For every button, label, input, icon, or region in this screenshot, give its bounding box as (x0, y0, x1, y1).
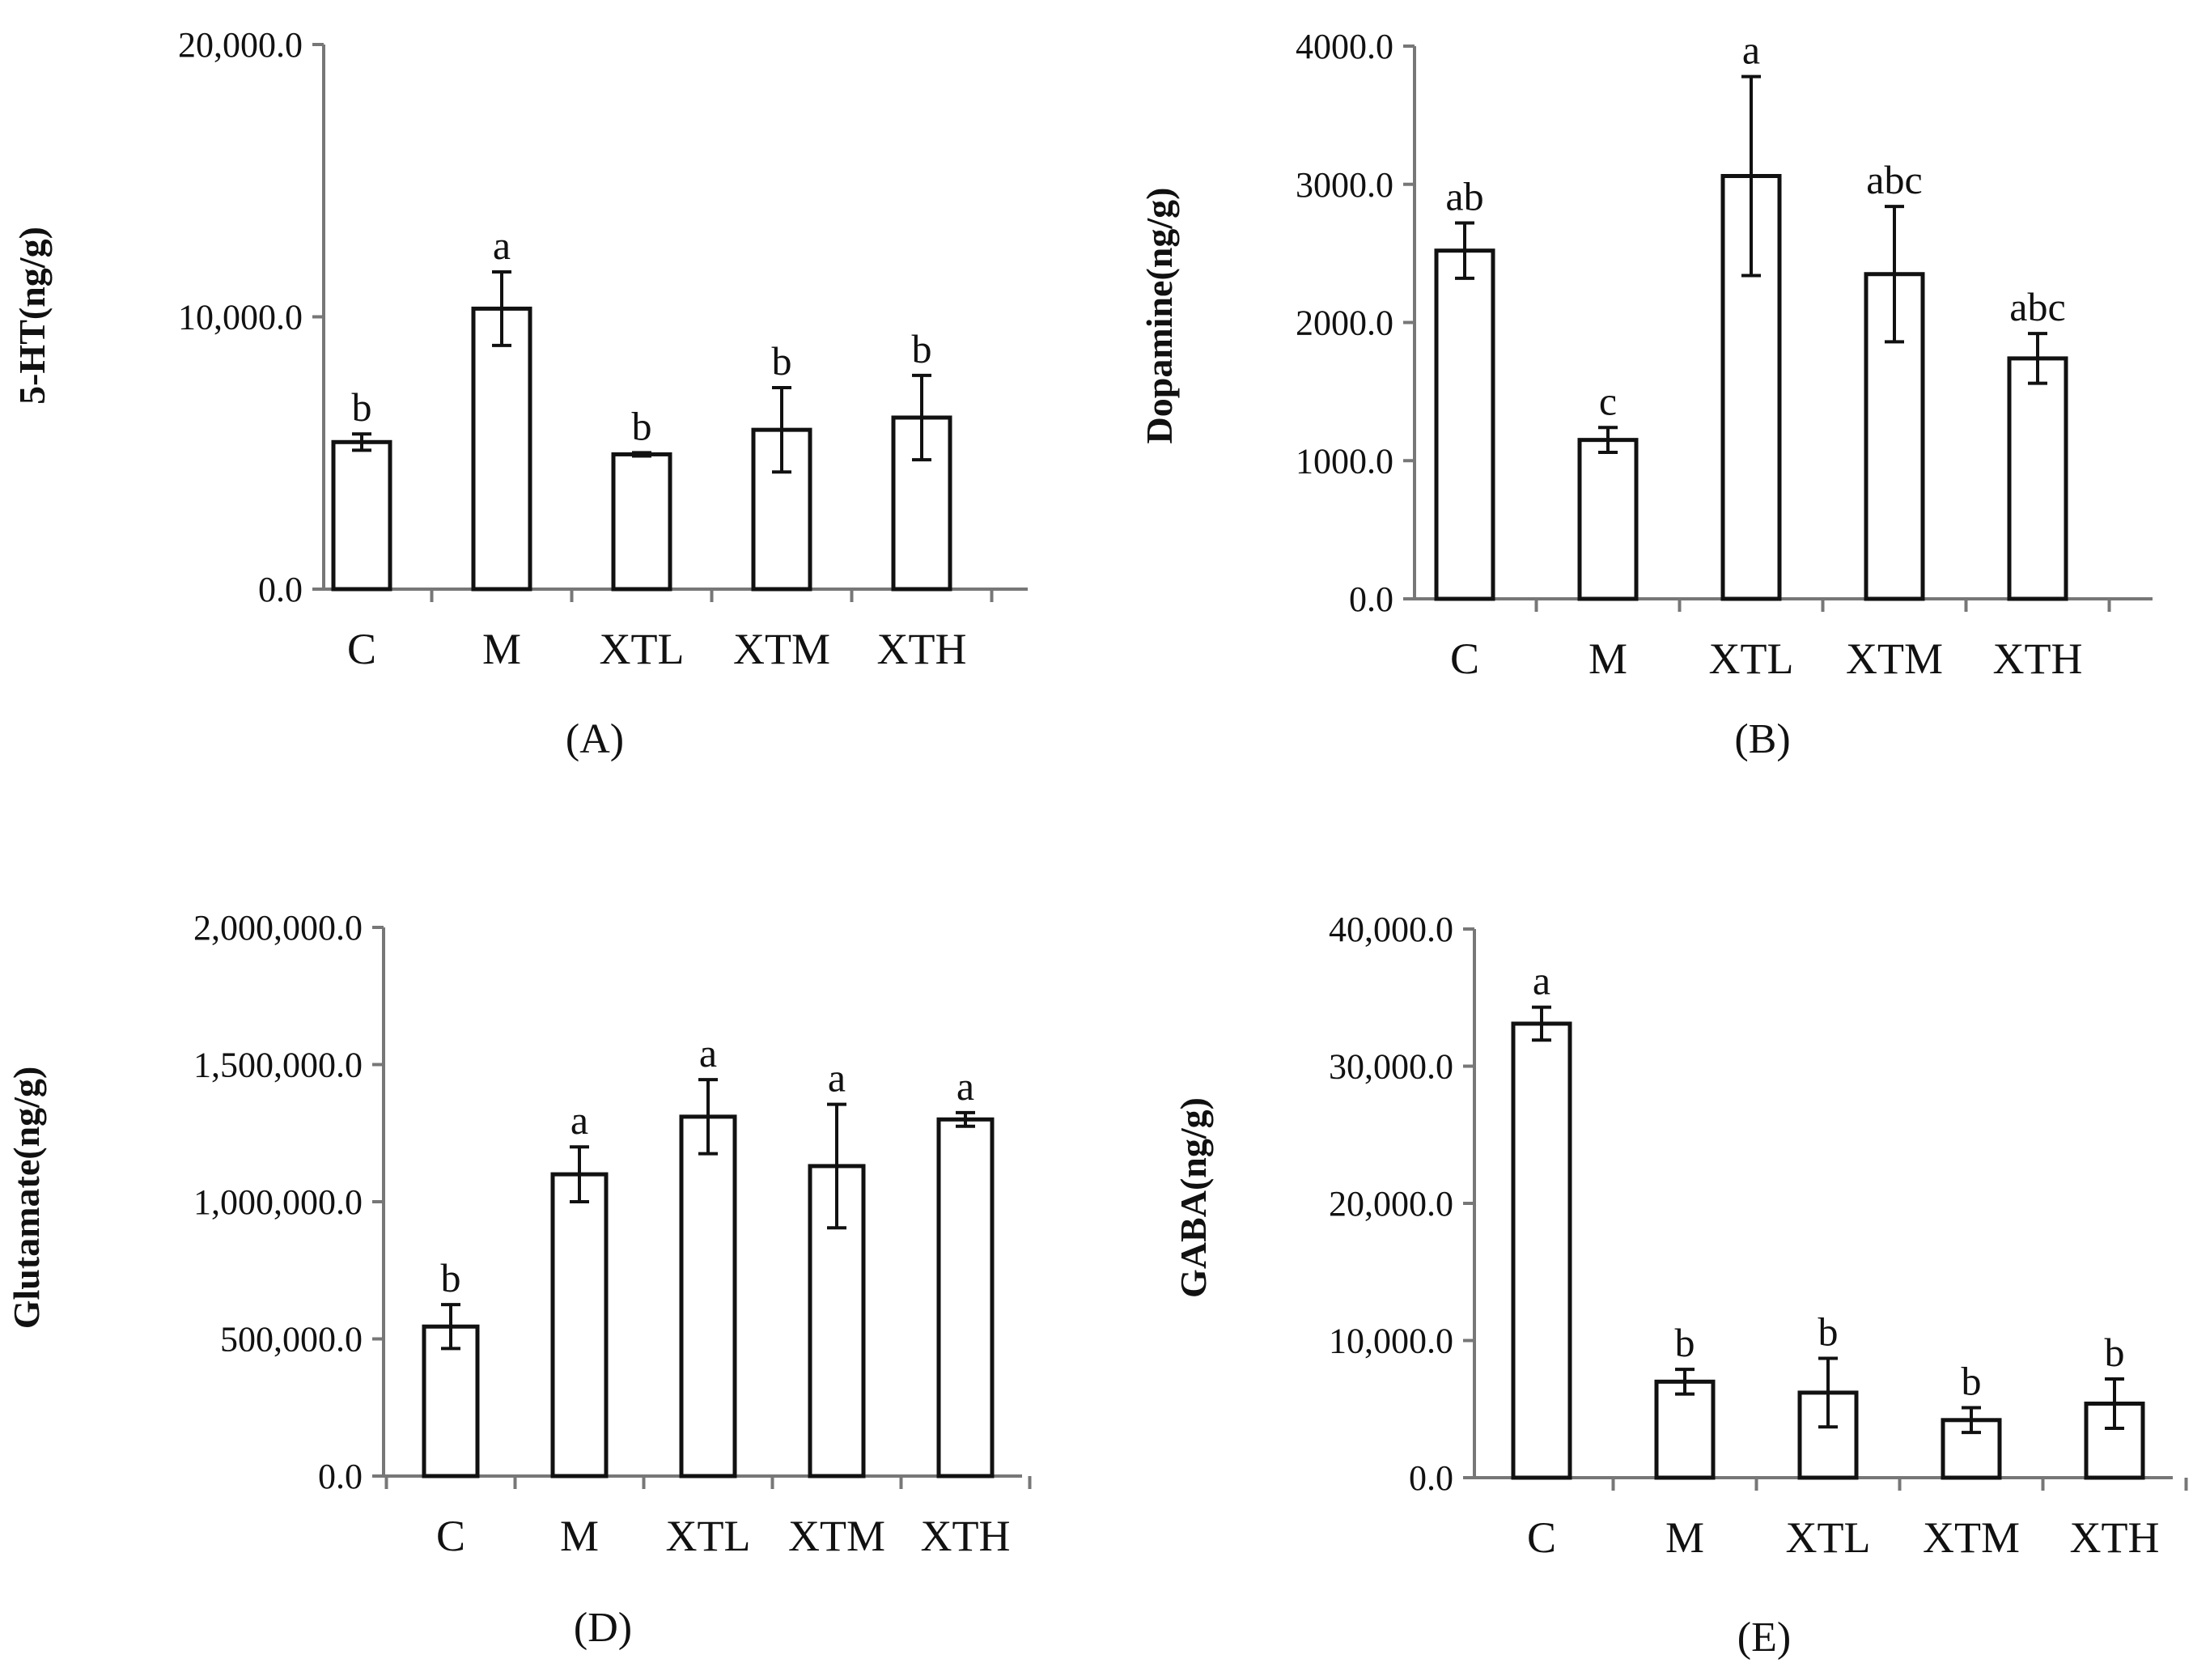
significance-letter: a (957, 1063, 974, 1109)
x-category-label: XTM (1923, 1513, 2020, 1562)
chart-panel-e: 0.0 10,000.0 20,000.0 30,000.0 40,000.0 a Cb Mb… (1173, 910, 2188, 1661)
y-axis-title: GABA(ng/g) (1173, 1097, 1214, 1298)
significance-letter: a (493, 223, 511, 268)
y-axis-title: Dopamine(ng/g) (1139, 188, 1180, 444)
significance-letter: ab (1445, 174, 1483, 219)
bar-c (1511, 1021, 1572, 1480)
significance-letter: a (699, 1030, 717, 1075)
significance-letter: b (772, 338, 792, 384)
x-category-label: XTH (877, 625, 967, 673)
significance-letter: a (1742, 28, 1760, 73)
x-category-label: XTL (1709, 634, 1794, 683)
bar-m (1577, 438, 1639, 601)
y-tick-label: 0.0 (318, 1457, 363, 1496)
y-tick-label: 20,000.0 (178, 25, 303, 65)
y-axis-title: Glutamate(ng/g) (6, 1067, 47, 1330)
bar-xth (936, 1117, 995, 1478)
x-category-label: C (347, 625, 376, 673)
x-category-label: XTM (1846, 634, 1943, 683)
significance-letter: abc (1866, 157, 1922, 202)
y-tick-label: 1,500,000.0 (193, 1046, 363, 1085)
bar-xtl (679, 1114, 737, 1478)
x-category-label: M (482, 625, 521, 673)
x-category-label: XTH (1993, 634, 2083, 683)
x-category-label: XTH (921, 1512, 1011, 1560)
chart-panel-b: 0.0 1000.0 2000.0 3000.0 4000.0 ab Cc Ma XTL abc X… (1139, 27, 2153, 762)
y-tick-label: 30,000.0 (1329, 1047, 1453, 1087)
significance-letter: b (632, 403, 652, 448)
x-category-label: M (1589, 634, 1627, 683)
y-tick-label: 500,000.0 (220, 1320, 363, 1360)
y-tick-label: 0.0 (1409, 1458, 1453, 1498)
significance-letter: b (1675, 1320, 1695, 1365)
y-tick-label: 40,000.0 (1329, 910, 1453, 949)
panel-label: (A) (566, 716, 624, 762)
significance-letter: a (1533, 958, 1550, 1003)
x-category-label: XTM (733, 625, 830, 673)
bar-m (550, 1172, 609, 1478)
significance-letter: b (2105, 1330, 2125, 1375)
bar-c (1434, 248, 1495, 601)
bar-m (471, 306, 532, 592)
panel-label: (E) (1737, 1614, 1791, 1661)
x-category-label: C (1450, 634, 1479, 683)
significance-letter: abc (2009, 284, 2065, 329)
bar-xth (2007, 356, 2068, 601)
significance-letter: a (828, 1055, 846, 1101)
chart-panel-a: 0.0 10,000.0 20,000.0 b Ca Mb XTL b XTM b XTH 5-HT(… (11, 25, 1028, 762)
bar-xtl (611, 452, 672, 592)
panel-label: (B) (1734, 716, 1790, 762)
y-tick-label: 2,000,000.0 (193, 908, 363, 948)
x-category-label: XTL (1786, 1513, 1871, 1562)
bar-c (331, 439, 392, 592)
x-category-label: XTL (666, 1512, 751, 1560)
y-tick-label: 0.0 (1349, 579, 1393, 619)
x-category-label: M (560, 1512, 599, 1560)
significance-letter: b (352, 384, 372, 430)
chart-panel-d: 0.0 500,000.0 1,000,000.0 1,500,000.0 2,000,… (6, 908, 1032, 1651)
y-tick-label: 0.0 (258, 570, 303, 609)
significance-letter: b (441, 1255, 461, 1300)
x-category-label: XTM (788, 1512, 885, 1560)
y-tick-label: 20,000.0 (1329, 1184, 1453, 1224)
bar-c (422, 1324, 480, 1478)
significance-letter: c (1599, 378, 1617, 423)
y-tick-label: 1000.0 (1296, 441, 1393, 481)
bar-m (1654, 1379, 1716, 1480)
significance-letter: a (571, 1097, 588, 1143)
x-category-label: XTL (600, 625, 685, 673)
y-tick-label: 10,000.0 (178, 298, 303, 337)
y-axis-title: 5-HT(ng/g) (11, 227, 53, 405)
significance-letter: b (912, 326, 932, 371)
y-tick-label: 2000.0 (1296, 303, 1393, 343)
y-tick-label: 1,000,000.0 (193, 1182, 363, 1222)
panel-label: (D) (574, 1605, 632, 1651)
significance-letter: b (1962, 1359, 1982, 1404)
x-category-label: M (1665, 1513, 1704, 1562)
y-tick-label: 4000.0 (1296, 27, 1393, 66)
x-category-label: C (436, 1512, 465, 1560)
x-category-label: XTH (2070, 1513, 2160, 1562)
y-tick-label: 3000.0 (1296, 165, 1393, 205)
significance-letter: b (1818, 1309, 1839, 1355)
y-tick-label: 10,000.0 (1329, 1322, 1453, 1361)
x-category-label: C (1527, 1513, 1556, 1562)
